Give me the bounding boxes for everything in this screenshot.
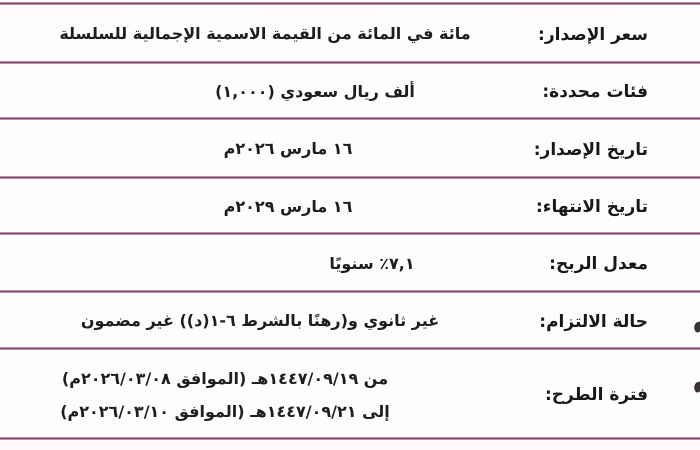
divider (0, 347, 700, 350)
row-label: فئات محددة: (542, 82, 648, 102)
table-row-issue-price: سعر الإصدار: مائة في المائة من القيمة ال… (0, 5, 700, 61)
row-value: مائة في المائة من القيمة الاسمية الإجمال… (59, 24, 471, 44)
divider (0, 61, 700, 64)
row-value-line: من ١٤٤٧/٠٩/١٩هـ (الموافق ٢٠٢٦/٠٣/٠٨م) (61, 369, 389, 388)
row-label: فترة الطرح: (545, 385, 648, 405)
row-value: غير ثانوي و(رهنًا بالشرط ٦-١(د)) غير مضم… (80, 311, 440, 331)
row-label: سعر الإصدار: (538, 24, 648, 45)
divider (0, 176, 700, 179)
table-row-profit-rate: معدل الربح: ٧,١٪ سنويًا (0, 235, 700, 290)
divider-bottom (0, 437, 700, 440)
row-label: حالة الالتزام: (539, 311, 648, 332)
table-row-expiry-date: تاريخ الانتهاء: ١٦ مارس ٢٠٢٩م (0, 179, 700, 232)
table-row-denominations: فئات محددة: ألف ريال سعودي (١,٠٠٠) (0, 64, 700, 117)
row-label: تاريخ الانتهاء: (535, 197, 648, 217)
table-row-obligation-status: حالة الالتزام: غير ثانوي و(رهنًا بالشرط … (0, 293, 700, 347)
row-value: من ١٤٤٧/٠٩/١٩هـ (الموافق ٢٠٢٦/٠٣/٠٨م) إل… (0, 359, 485, 428)
row-label: تاريخ الإصدار: (533, 139, 648, 160)
row-value: ١٦ مارس ٢٠٢٦م (223, 139, 353, 159)
row-label: معدل الربح: (549, 254, 648, 274)
divider (0, 117, 700, 120)
row-value: ١٦ مارس ٢٠٢٩م (223, 196, 353, 216)
table-row-offering-period: فترة الطرح: من ١٤٤٧/٠٩/١٩هـ (الموافق ٢٠٢… (0, 350, 700, 437)
row-value: ٧,١٪ سنويًا (329, 253, 415, 273)
divider (0, 232, 700, 235)
row-value: ألف ريال سعودي (١,٠٠٠) (215, 81, 415, 101)
divider (0, 290, 700, 293)
row-value-line: إلى ١٤٤٧/٠٩/٢١هـ (الموافق ٢٠٢٦/٠٣/١٠م) (60, 402, 390, 421)
table-row-issue-date: تاريخ الإصدار: ١٦ مارس ٢٠٢٦م (0, 120, 700, 176)
divider-top (0, 2, 700, 5)
